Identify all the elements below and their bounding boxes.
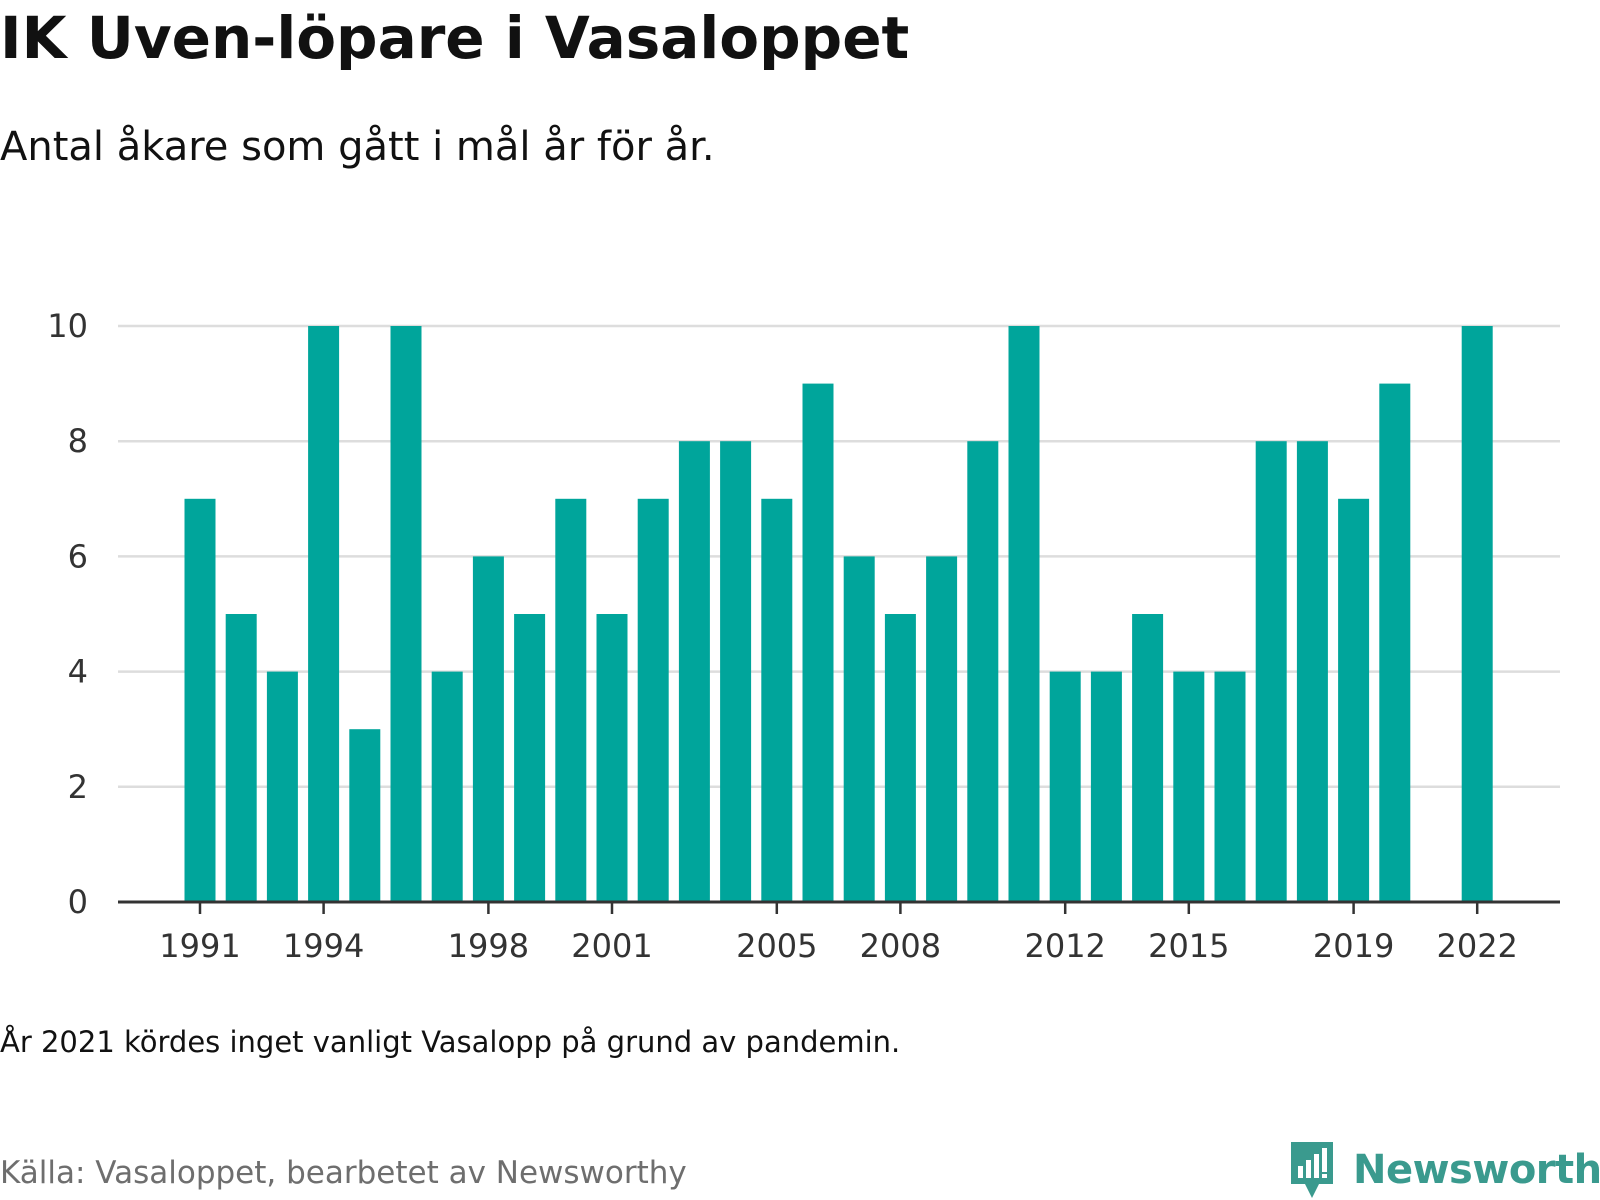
x-tick-label: 2008: [860, 927, 941, 965]
bar: [472, 556, 504, 902]
newsworthy-logo[interactable]: Newsworthy: [1289, 1140, 1600, 1200]
x-tick-label: 2019: [1313, 927, 1394, 965]
x-tick-label: 1991: [159, 927, 240, 965]
bar: [926, 556, 958, 902]
x-tick-label: 1998: [448, 927, 529, 965]
x-tick-label: 1994: [283, 927, 364, 965]
bar: [596, 614, 628, 902]
x-tick-label: 2012: [1024, 927, 1105, 965]
chart-title: IK Uven-löpare i Vasaloppet: [0, 4, 910, 72]
bar: [1090, 671, 1122, 902]
footnote: År 2021 kördes inget vanligt Vasalopp på…: [0, 1025, 901, 1059]
x-tick-label: 2001: [571, 927, 652, 965]
x-tick-label: 2015: [1148, 927, 1229, 965]
bar: [266, 671, 298, 902]
bar: [184, 498, 216, 902]
bar: [1379, 383, 1411, 903]
y-tick-label: 2: [68, 768, 88, 806]
bar: [761, 498, 793, 902]
bar: [1461, 326, 1493, 902]
y-tick-label: 8: [68, 422, 88, 460]
bar-chart: 0 2 4 6 8 10 1991 1994 1998 2001 2005 2008 2012 2015…: [47, 307, 1560, 965]
bar: [637, 498, 669, 902]
bar: [514, 614, 546, 902]
bar: [1214, 671, 1246, 902]
bar: [308, 326, 340, 902]
bar: [431, 671, 463, 902]
bar: [555, 498, 587, 902]
source-credit: Källa: Vasaloppet, bearbetet av Newswort…: [0, 1155, 687, 1191]
bar: [720, 441, 752, 902]
bar: [349, 729, 381, 902]
y-tick-label: 6: [68, 537, 88, 575]
bar: [1049, 671, 1081, 902]
bar: [390, 326, 422, 902]
bar: [1296, 441, 1328, 902]
bar: [1008, 326, 1040, 902]
bar: [1173, 671, 1205, 902]
x-tick-label: 2022: [1436, 927, 1517, 965]
newsworthy-bar-chart-icon: [1291, 1142, 1333, 1198]
logo-text: Newsworthy: [1353, 1147, 1600, 1193]
chart-subtitle: Antal åkare som gått i mål år för år.: [0, 124, 715, 170]
y-tick-label: 10: [47, 307, 88, 345]
bar: [802, 383, 834, 903]
y-axis-ticks: 0 2 4 6 8 10: [47, 307, 88, 921]
bar: [884, 614, 916, 902]
bar: [1132, 614, 1164, 902]
x-tick-label: 2005: [736, 927, 817, 965]
bar: [1338, 498, 1370, 902]
bars: [184, 326, 1493, 903]
bar: [1255, 441, 1287, 902]
bar: [678, 441, 710, 902]
y-tick-label: 4: [68, 653, 88, 691]
bar: [843, 556, 875, 902]
bar: [225, 614, 257, 902]
bar: [967, 441, 999, 902]
y-tick-label: 0: [68, 883, 88, 921]
x-axis-ticks: 1991 1994 1998 2001 2005 2008 2012 2015 2019 2022: [159, 902, 1518, 965]
